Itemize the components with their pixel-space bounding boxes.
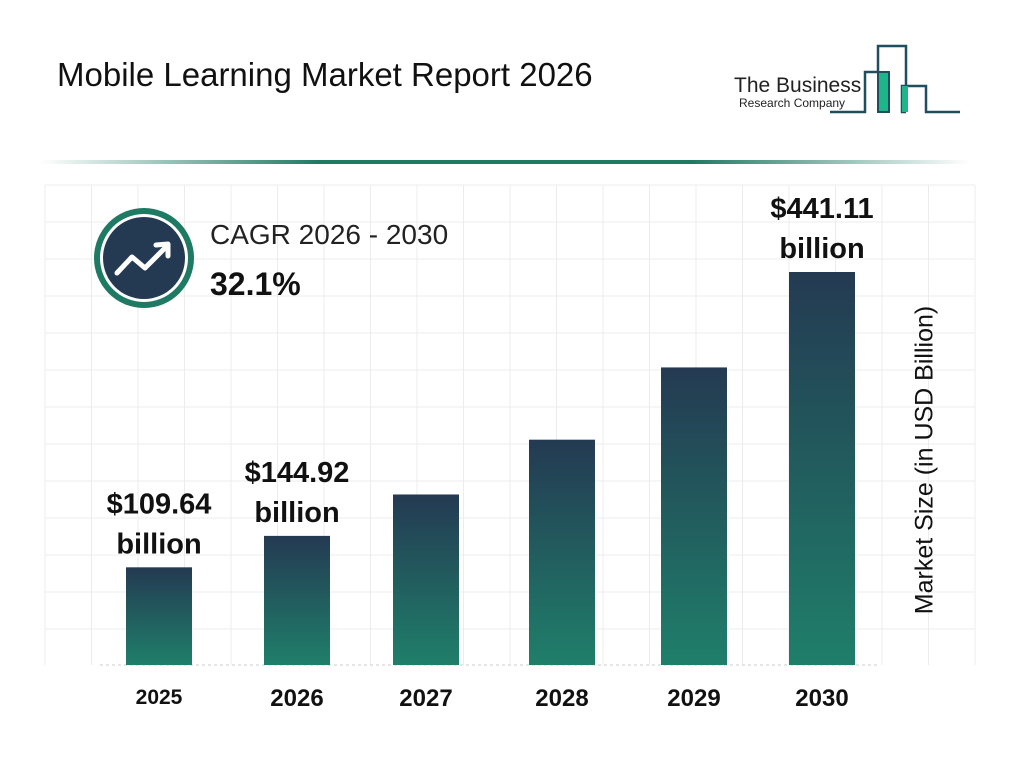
x-tick-label: 2030 xyxy=(795,685,848,712)
cagr-value: 32.1% xyxy=(210,266,301,302)
data-label: $144.92 xyxy=(245,457,350,489)
bar-2030 xyxy=(789,272,855,665)
logo-text-sub: Research Company xyxy=(739,96,846,110)
logo-text-main: The Business xyxy=(734,74,862,97)
x-tick-label: 2029 xyxy=(667,685,720,712)
bar-2025 xyxy=(126,567,192,665)
bar-2026 xyxy=(264,535,330,665)
x-tick-label: 2025 xyxy=(136,686,183,709)
bar-2027 xyxy=(393,494,459,665)
data-label: billion xyxy=(779,233,864,265)
x-tick-label: 2026 xyxy=(270,685,323,712)
y-axis-label: Market Size (in USD Billion) xyxy=(910,305,939,615)
bar-2028 xyxy=(529,439,595,665)
company-logo: The Business Research Company xyxy=(730,44,965,116)
data-label: $441.11 xyxy=(770,193,873,225)
data-label: $109.64 xyxy=(107,488,212,520)
logo-buildings-icon xyxy=(830,44,960,114)
cagr-label: CAGR 2026 - 2030 xyxy=(210,219,449,250)
x-tick-label: 2027 xyxy=(399,685,452,712)
bar-2029 xyxy=(661,367,727,665)
page-title: Mobile Learning Market Report 2026 xyxy=(57,56,593,93)
data-label: billion xyxy=(254,497,339,529)
header-divider xyxy=(40,160,970,164)
x-tick-label: 2028 xyxy=(535,685,588,712)
data-label: billion xyxy=(116,528,201,560)
